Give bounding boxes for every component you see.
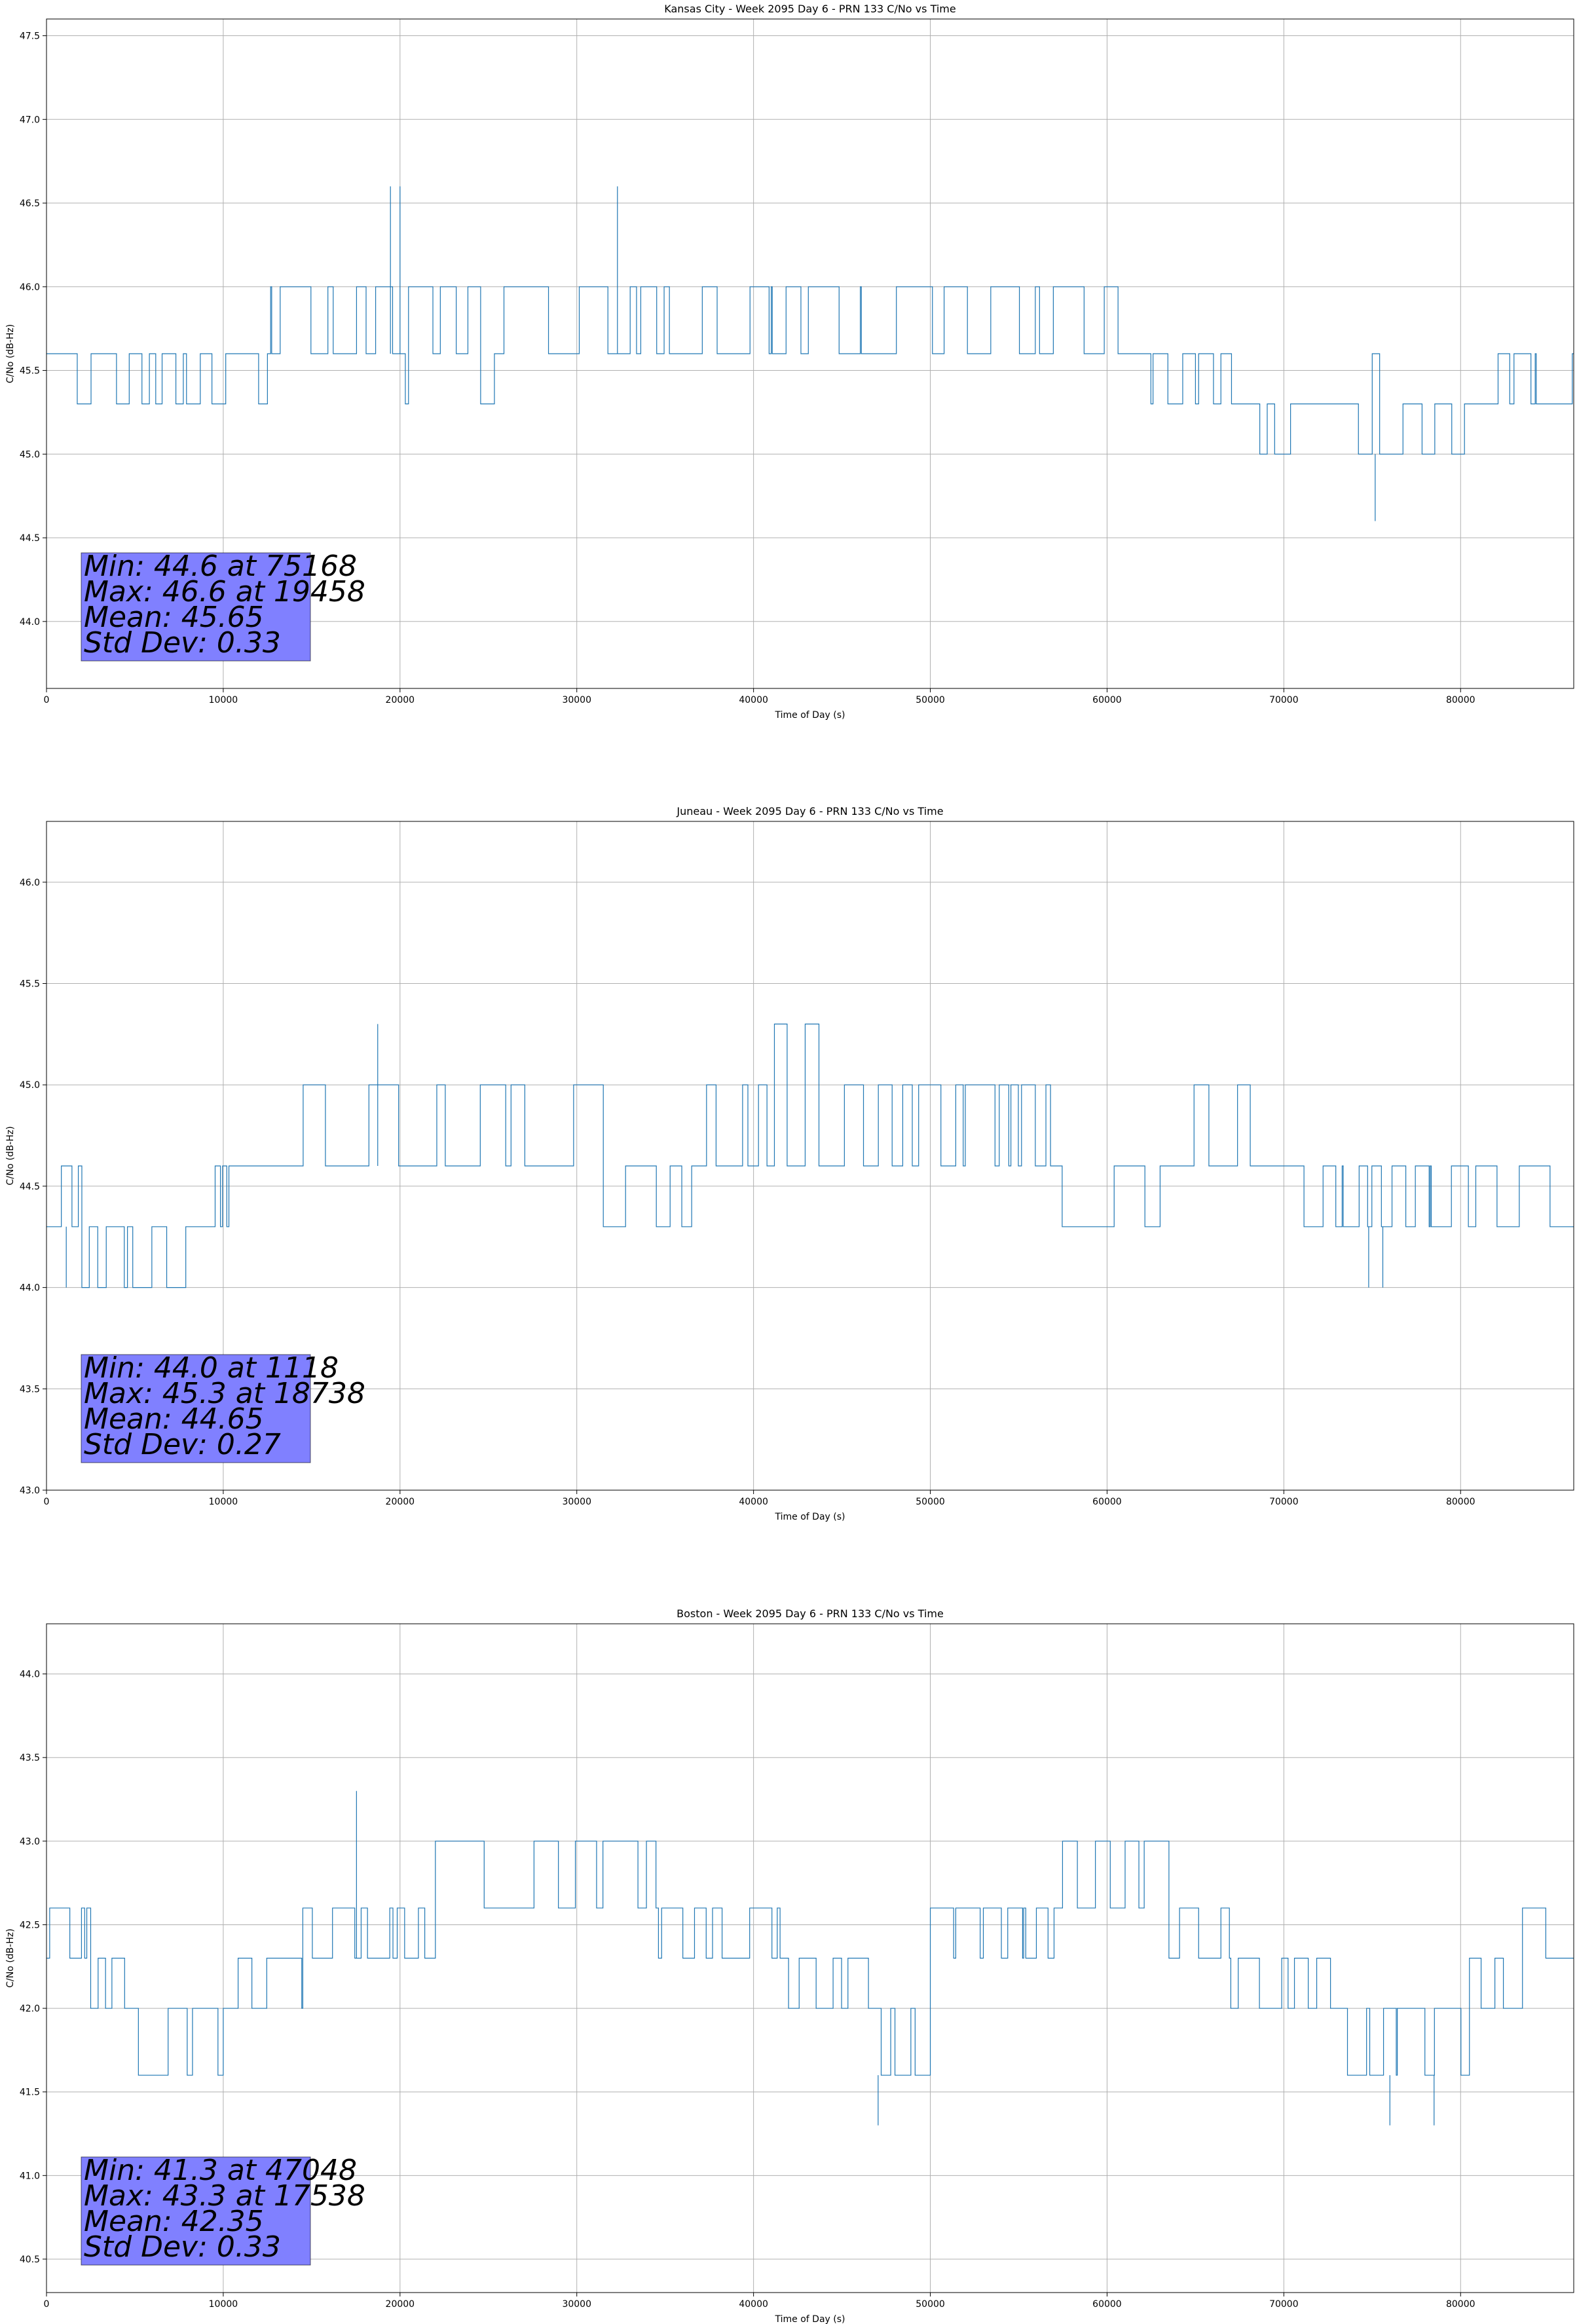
y-tick-label: 45.0 [20,449,40,460]
x-tick-label: 40000 [739,695,768,705]
x-tick-label: 0 [44,1497,50,1507]
x-tick-label: 60000 [1092,695,1122,705]
stats-line: Min: 44.0 at 1118 [84,1351,339,1385]
x-tick-label: 70000 [1269,695,1299,705]
y-tick-label: 42.0 [20,2004,40,2014]
y-tick-label: 44.5 [20,533,40,544]
chart-panel-2: Juneau - Week 2095 Day 6 - PRN 133 C/No … [5,805,1574,1522]
y-tick-label: 45.0 [20,1080,40,1091]
axes-frame [46,821,1574,1491]
stats-line: Std Dev: 0.33 [84,2230,281,2264]
series-line-cno [46,1023,1574,1288]
chart-panel-1: Kansas City - Week 2095 Day 6 - PRN 133 … [5,3,1574,721]
x-tick-label: 60000 [1092,1497,1122,1507]
x-tick-label: 0 [44,695,50,705]
y-tick-label: 44.0 [20,617,40,628]
x-tick-label: 30000 [562,2299,591,2310]
x-tick-label: 40000 [739,2299,768,2310]
y-tick-label: 46.0 [20,282,40,293]
y-tick-label: 43.5 [20,1384,40,1395]
chart-title: Juneau - Week 2095 Day 6 - PRN 133 C/No … [676,805,943,817]
x-axis-label: Time of Day (s) [775,710,845,721]
y-tick-label: 40.5 [20,2255,40,2265]
y-tick-label: 43.0 [20,1486,40,1496]
y-tick-label: 47.0 [20,115,40,125]
stats-line: Std Dev: 0.33 [84,626,281,660]
x-tick-label: 80000 [1446,695,1475,705]
y-tick-label: 47.5 [20,31,40,42]
y-axis-label: C/No (dB-Hz) [5,324,16,383]
x-tick-label: 70000 [1269,1497,1299,1507]
x-tick-label: 30000 [562,1497,591,1507]
stats-line: Mean: 44.65 [84,1402,264,1436]
y-tick-label: 45.5 [20,979,40,990]
axes-frame [46,18,1574,689]
x-tick-label: 0 [44,2299,50,2310]
x-tick-label: 70000 [1269,2299,1299,2310]
x-tick-label: 50000 [916,695,945,705]
y-tick-label: 41.5 [20,2088,40,2098]
chart-title: Boston - Week 2095 Day 6 - PRN 133 C/No … [677,1607,944,1620]
y-tick-label: 45.5 [20,366,40,377]
chart-panel-3: Boston - Week 2095 Day 6 - PRN 133 C/No … [5,1607,1574,2324]
stats-line: Max: 46.6 at 19458 [84,575,365,609]
y-tick-label: 44.5 [20,1182,40,1192]
y-tick-label: 43.0 [20,1837,40,1847]
x-axis-label: Time of Day (s) [775,1512,845,1522]
stats-line: Std Dev: 0.27 [84,1428,281,1461]
y-tick-label: 46.5 [20,198,40,209]
x-tick-label: 10000 [209,1497,238,1507]
series-line-cno [46,1791,1574,2126]
x-tick-label: 10000 [209,695,238,705]
stats-line: Max: 45.3 at 18738 [84,1377,365,1410]
series-line-cno [46,186,1574,521]
stats-box [81,1354,311,1463]
y-tick-label: 42.5 [20,1920,40,1930]
stats-line: Min: 44.6 at 75168 [84,550,357,583]
y-tick-label: 44.0 [20,1283,40,1294]
x-axis-label: Time of Day (s) [775,2314,845,2324]
x-tick-label: 50000 [916,2299,945,2310]
y-tick-label: 44.0 [20,1670,40,1680]
y-axis-label: C/No (dB-Hz) [5,1126,16,1185]
x-tick-label: 40000 [739,1497,768,1507]
stats-box [81,552,311,662]
chart-title: Kansas City - Week 2095 Day 6 - PRN 133 … [664,3,955,15]
stats-box [81,2156,311,2266]
y-tick-label: 41.0 [20,2171,40,2181]
y-tick-label: 46.0 [20,878,40,888]
x-tick-label: 30000 [562,695,591,705]
y-tick-label: 43.5 [20,1753,40,1763]
x-tick-label: 20000 [386,2299,415,2310]
stats-line: Max: 43.3 at 17538 [84,2179,365,2213]
x-tick-label: 80000 [1446,1497,1475,1507]
x-tick-label: 80000 [1446,2299,1475,2310]
x-tick-label: 10000 [209,2299,238,2310]
stats-line: Mean: 45.65 [84,601,264,634]
x-tick-label: 20000 [386,1497,415,1507]
x-tick-label: 50000 [916,1497,945,1507]
stats-line: Mean: 42.35 [84,2205,264,2238]
stats-line: Min: 41.3 at 47048 [84,2154,357,2187]
x-tick-label: 20000 [386,695,415,705]
y-axis-label: C/No (dB-Hz) [5,1928,16,1987]
axes-frame [46,1623,1574,2293]
x-tick-label: 60000 [1092,2299,1122,2310]
